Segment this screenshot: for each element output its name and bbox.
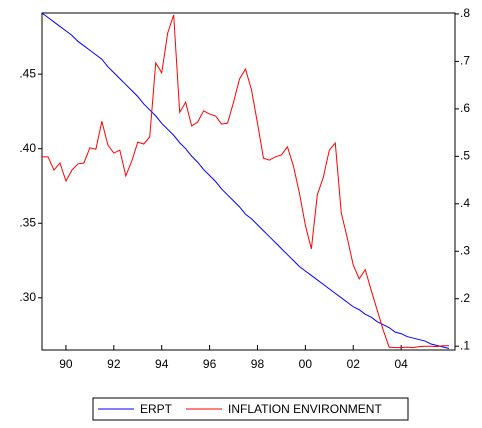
y2-tick-label: .7 (460, 54, 470, 68)
x-tick-label: 98 (251, 357, 265, 371)
y-tick-label: .35 (19, 215, 36, 229)
y-tick-label: .45 (19, 66, 36, 80)
x-tick-label: 02 (347, 357, 361, 371)
x-tick-label: 94 (155, 357, 169, 371)
y2-tick-label: .3 (460, 243, 470, 257)
y2-tick-label: .2 (460, 291, 470, 305)
x-tick-label: 96 (203, 357, 217, 371)
y2-tick-label: .5 (460, 149, 470, 163)
y2-tick-label: .4 (460, 196, 470, 210)
plot-frame (41, 12, 456, 351)
y-tick-label: .30 (19, 290, 36, 304)
x-tick-label: 90 (59, 357, 73, 371)
y2-tick-label: .8 (460, 6, 470, 20)
legend-label: ERPT (140, 402, 173, 416)
legend-box (92, 397, 409, 421)
y2-tick-label: .6 (460, 101, 470, 115)
x-tick-label: 04 (394, 357, 408, 371)
series-line (42, 14, 450, 349)
y-tick-label: .40 (19, 141, 36, 155)
series-line (41, 12, 450, 349)
x-tick-label: 00 (299, 357, 313, 371)
legend-label: INFLATION ENVIRONMENT (228, 402, 382, 416)
y2-tick-label: .1 (460, 338, 470, 352)
x-tick-label: 92 (107, 357, 121, 371)
